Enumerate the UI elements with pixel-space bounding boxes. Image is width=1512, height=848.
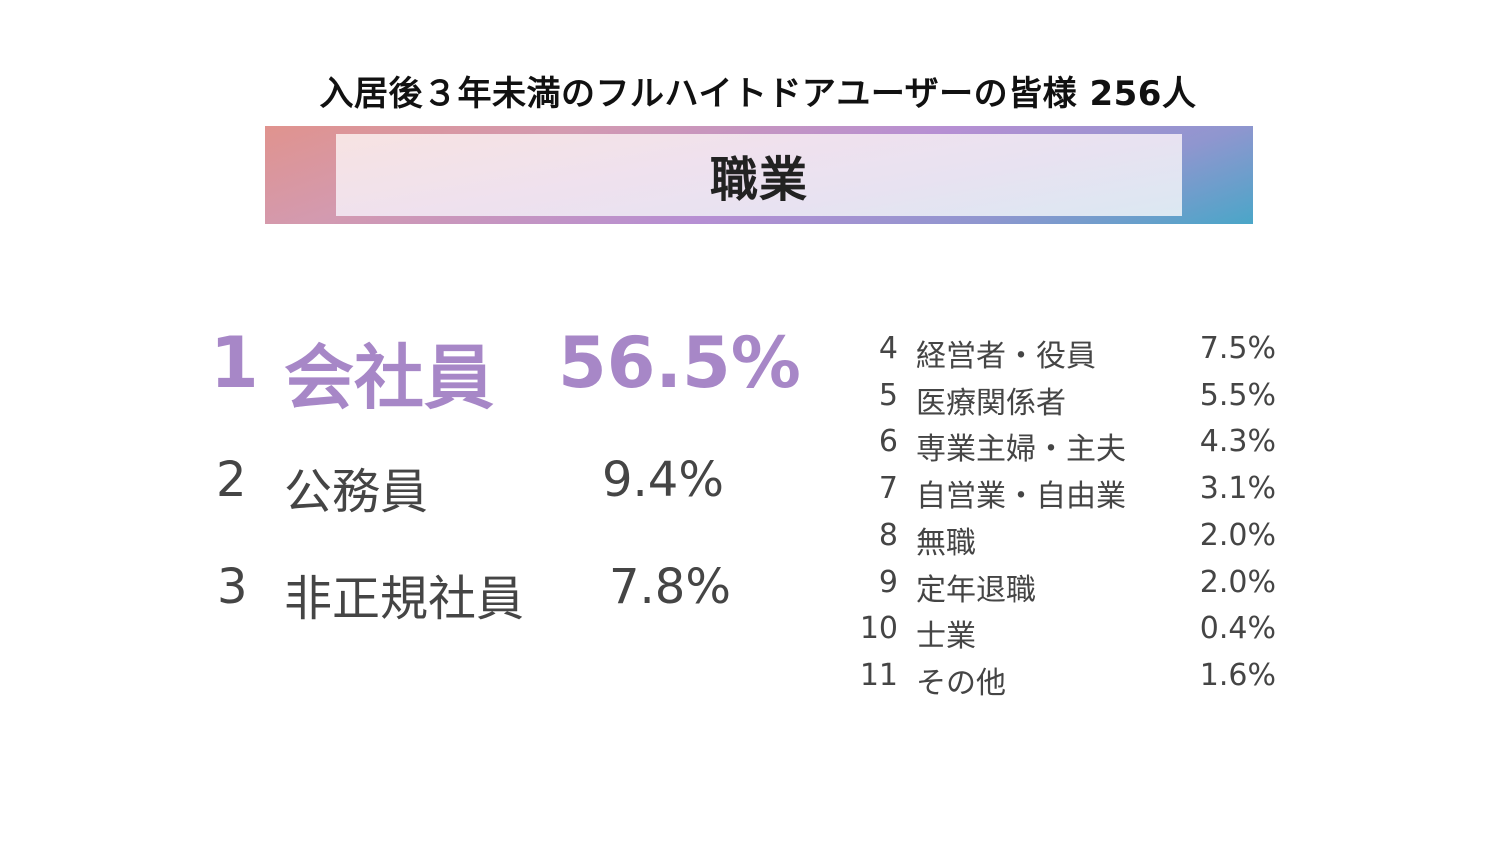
occupation-name: 医療関係者 xyxy=(916,385,1066,421)
rank-number: 6 xyxy=(878,424,898,460)
occupation-name: 無職 xyxy=(916,525,976,561)
list-item: 6 専業主婦・主夫 4.3% xyxy=(0,424,1512,468)
list-item: 7 自営業・自由業 3.1% xyxy=(0,471,1512,515)
occupation-name: その他 xyxy=(916,665,1006,701)
rank-number: 10 xyxy=(859,611,898,647)
occupation-name: 専業主婦・主夫 xyxy=(916,432,1126,468)
list-item: 9 定年退職 2.0% xyxy=(0,564,1512,608)
page-subtitle: 入居後３年未満のフルハイトドアユーザーの皆様 256人 xyxy=(319,74,1197,114)
rank-number: 7 xyxy=(878,471,898,507)
occupation-percent: 7.8% xyxy=(609,559,731,615)
occupation-name: 自営業・自由業 xyxy=(916,479,1126,515)
occupation-percent: 3.1% xyxy=(1199,471,1276,507)
occupation-percent: 4.3% xyxy=(1199,424,1276,460)
list-item: 10 士業 0.4% xyxy=(0,611,1512,655)
occupation-name: 会社員 xyxy=(284,337,494,419)
occupation-name: 公務員 xyxy=(284,464,429,520)
rank-number: 3 xyxy=(217,559,248,615)
occupation-name: 非正規社員 xyxy=(284,571,525,627)
rank-number: 9 xyxy=(878,564,898,600)
occupation-percent: 0.4% xyxy=(1199,611,1276,647)
page-title: 職業 xyxy=(709,152,808,208)
title-banner-inner: 職業 xyxy=(336,134,1182,216)
occupation-percent: 56.5% xyxy=(558,322,801,404)
list-item: 5 医療関係者 5.5% xyxy=(0,377,1512,421)
occupation-percent: 5.5% xyxy=(1199,377,1276,413)
occupation-name: 定年退職 xyxy=(916,572,1036,608)
rank-number: 4 xyxy=(878,331,898,366)
occupation-name: 士業 xyxy=(916,619,976,655)
rank-number: 11 xyxy=(859,657,898,693)
occupation-percent: 9.4% xyxy=(602,452,724,508)
occupation-percent: 2.0% xyxy=(1199,517,1276,553)
occupation-name: 経営者・役員 xyxy=(916,339,1096,374)
rank-number: 1 xyxy=(210,322,259,404)
rank-number: 2 xyxy=(216,452,247,508)
list-item: 11 その他 1.6% xyxy=(0,657,1512,701)
occupation-percent: 7.5% xyxy=(1199,331,1276,366)
list-item: 4 経営者・役員 7.5% xyxy=(0,331,1512,374)
occupation-percent: 1.6% xyxy=(1199,657,1276,693)
rank-number: 8 xyxy=(878,517,898,553)
rank-number: 5 xyxy=(878,377,898,413)
title-banner: 職業 xyxy=(265,126,1253,224)
list-item: 8 無職 2.0% xyxy=(0,517,1512,561)
occupation-percent: 2.0% xyxy=(1199,564,1276,600)
